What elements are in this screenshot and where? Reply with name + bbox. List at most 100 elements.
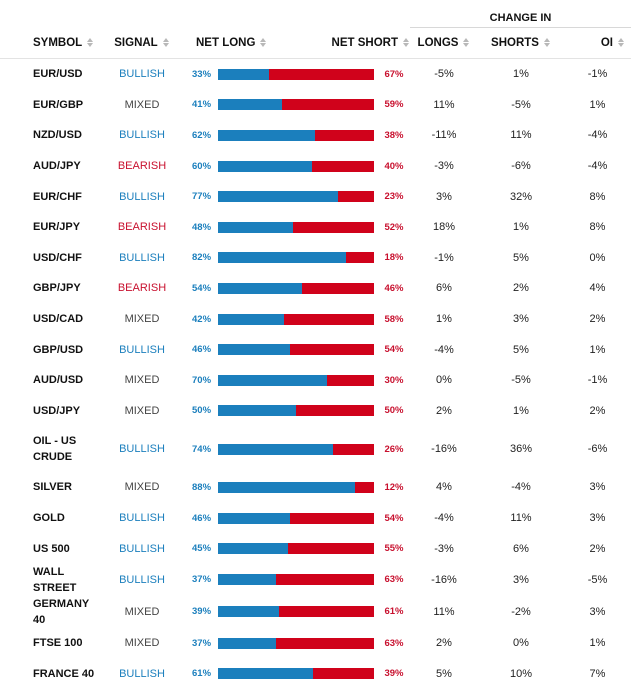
symbol-link[interactable]: WALL STREET [33, 565, 77, 594]
change-shorts-value: 0% [513, 637, 529, 650]
symbol-link[interactable]: NZD/USD [33, 129, 82, 142]
col-longs-label: LONGS [417, 37, 459, 49]
change-shorts-value: 1% [513, 404, 529, 417]
symbol-link[interactable]: FRANCE 40 [33, 667, 95, 680]
change-longs-value: 3% [436, 190, 452, 203]
sort-icon[interactable] [402, 37, 410, 48]
col-net-long-header[interactable]: NET LONG [186, 27, 378, 59]
col-shorts-label: SHORTS [491, 37, 539, 49]
symbol-link[interactable]: USD/CAD [33, 313, 84, 326]
col-signal-header[interactable]: SIGNAL [98, 27, 186, 59]
signal-label: MIXED [124, 313, 160, 326]
net-long-fill [218, 374, 328, 386]
table-row[interactable]: USD/JPY MIXED 50% 50% 2% 1% 2% [0, 396, 631, 427]
net-long-value: 88% [192, 481, 212, 493]
symbol-link[interactable]: SILVER [33, 481, 72, 494]
net-long-value: 77% [192, 191, 212, 203]
net-long-value: 37% [192, 637, 212, 649]
table-row[interactable]: WALL STREET BULLISH 37% 63% -16% 3% -5% [0, 564, 631, 596]
table-row[interactable]: FRANCE 40 BULLISH 61% 39% 5% 10% 7% [0, 659, 631, 690]
change-oi-value: 0% [589, 251, 606, 264]
sort-icon[interactable] [543, 37, 551, 48]
sort-icon[interactable] [259, 37, 267, 48]
table-row[interactable]: EUR/JPY BEARISH 48% 52% 18% 1% 8% [0, 212, 631, 243]
symbol-link[interactable]: EUR/JPY [33, 221, 81, 234]
net-long-value: 37% [192, 574, 212, 586]
change-shorts-value: 5% [513, 251, 529, 264]
change-shorts-value: -5% [511, 98, 531, 111]
table-row[interactable]: USD/CAD MIXED 42% 58% 1% 3% 2% [0, 304, 631, 335]
sort-icon[interactable] [162, 37, 170, 48]
symbol-link[interactable]: AUD/USD [33, 374, 84, 387]
change-oi-value: -6% [587, 443, 608, 456]
change-shorts-value: 3% [513, 573, 529, 586]
symbol-link[interactable]: GBP/USD [33, 343, 84, 356]
col-longs-header[interactable]: LONGS [410, 27, 478, 59]
signal-label: BULLISH [119, 190, 165, 203]
table-row[interactable]: FTSE 100 MIXED 37% 63% 2% 0% 1% [0, 628, 631, 659]
sentiment-bar [218, 606, 374, 618]
sort-icon[interactable] [617, 37, 625, 48]
symbol-link[interactable]: FTSE 100 [33, 637, 83, 650]
table-row[interactable]: SILVER MIXED 88% 12% 4% -4% 3% [0, 472, 631, 503]
symbol-link[interactable]: GBP/JPY [33, 282, 81, 295]
table-row[interactable]: EUR/CHF BULLISH 77% 23% 3% 32% 8% [0, 181, 631, 212]
change-longs-value: 0% [436, 374, 452, 387]
change-shorts-value: 6% [513, 542, 529, 555]
sentiment-bar-cell [218, 212, 378, 243]
net-long-fill [218, 543, 289, 555]
net-short-value: 63% [384, 637, 404, 649]
sentiment-rows: EUR/USD BULLISH 33% 67% -5% 1% -1% EUR/GBP MIXED… [0, 59, 631, 690]
table-row[interactable]: AUD/USD MIXED 70% 30% 0% -5% -1% [0, 365, 631, 396]
change-longs-value: 11% [433, 605, 455, 618]
change-oi-value: 4% [589, 282, 606, 295]
symbol-link[interactable]: AUD/JPY [33, 160, 81, 173]
change-longs-value: 1% [436, 313, 452, 326]
col-symbol-header[interactable]: SYMBOL [0, 27, 98, 59]
change-longs-value: 11% [433, 98, 455, 111]
symbol-link[interactable]: GERMANY 40 [33, 597, 90, 626]
table-row[interactable]: AUD/JPY BEARISH 60% 40% -3% -6% -4% [0, 151, 631, 182]
symbol-link[interactable]: GOLD [33, 512, 65, 525]
col-net-short-header[interactable]: NET SHORT [332, 27, 410, 59]
symbol-link[interactable]: USD/CHF [33, 251, 82, 264]
net-short-fill [289, 512, 374, 524]
table-row[interactable]: GOLD BULLISH 46% 54% -4% 11% 3% [0, 503, 631, 534]
col-shorts-header[interactable]: SHORTS [478, 27, 564, 59]
net-long-fill [218, 221, 293, 233]
symbol-line: OIL - US [33, 435, 77, 448]
table-row[interactable]: NZD/USD BULLISH 62% 38% -11% 11% -4% [0, 120, 631, 151]
sentiment-bar-cell [218, 304, 378, 335]
table-row[interactable]: EUR/GBP MIXED 41% 59% 11% -5% 1% [0, 90, 631, 121]
change-oi-value: -4% [587, 129, 608, 142]
table-row[interactable]: GBP/JPY BEARISH 54% 46% 6% 2% 4% [0, 273, 631, 304]
symbol-link[interactable]: EUR/CHF [33, 190, 82, 203]
symbol-link[interactable]: US 500 [33, 542, 70, 555]
sentiment-bar-cell [218, 59, 378, 90]
change-shorts-value: 10% [509, 667, 533, 680]
sentiment-bar [218, 344, 374, 356]
table-row[interactable]: GBP/USD BULLISH 46% 54% -4% 5% 1% [0, 334, 631, 365]
symbol-link[interactable]: USD/JPY [33, 404, 81, 417]
table-row[interactable]: EUR/USD BULLISH 33% 67% -5% 1% -1% [0, 59, 631, 90]
sentiment-bar-cell [218, 181, 378, 212]
table-row[interactable]: GERMANY 40 MIXED 39% 61% 11% -2% 3% [0, 596, 631, 628]
table-row[interactable]: US 500 BULLISH 45% 55% -3% 6% 2% [0, 533, 631, 564]
sort-icon[interactable] [462, 37, 470, 48]
table-row[interactable]: USD/CHF BULLISH 82% 18% -1% 5% 0% [0, 243, 631, 274]
symbol-link[interactable]: OIL - US CRUDE [0, 426, 98, 472]
net-short-value: 26% [384, 443, 404, 455]
net-long-fill [218, 68, 270, 80]
net-short-fill [275, 637, 374, 649]
change-oi-value: -4% [587, 160, 608, 173]
symbol-link[interactable]: EUR/GBP [33, 98, 84, 111]
net-short-fill [288, 543, 374, 555]
sort-icon[interactable] [86, 37, 94, 48]
col-signal-label: SIGNAL [114, 36, 158, 49]
symbol-link[interactable]: EUR/USD [33, 68, 83, 81]
sentiment-bar-cell [218, 273, 378, 304]
table-row[interactable]: OIL - US CRUDE BULLISH 74% 26% -16% 36% -6% [0, 426, 631, 472]
sentiment-bar-cell [218, 120, 378, 151]
col-oi-header[interactable]: OI [564, 27, 631, 59]
net-long-fill [218, 344, 290, 356]
